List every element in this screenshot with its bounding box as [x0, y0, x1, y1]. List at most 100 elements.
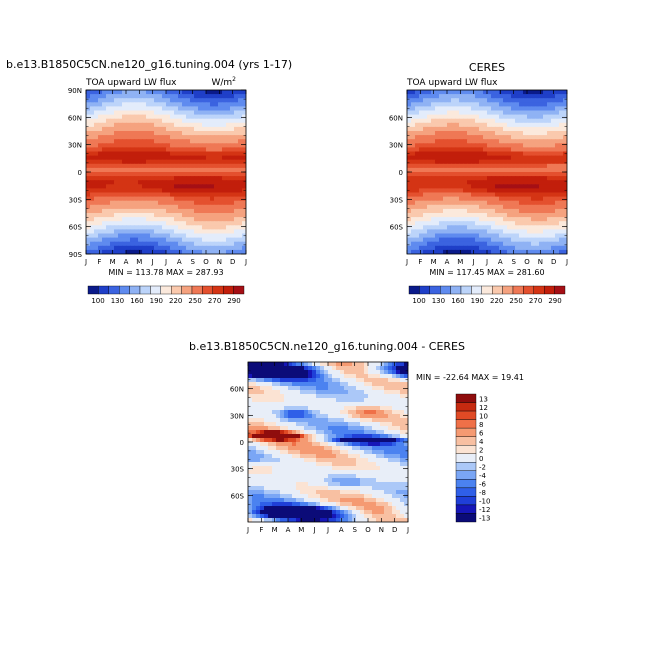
field-cell [555, 155, 560, 161]
field-cell [106, 213, 111, 218]
field-cell [435, 217, 440, 222]
field-cell [276, 454, 281, 459]
field-cell [222, 233, 227, 239]
field-cell [451, 192, 456, 198]
field-cell [242, 172, 246, 177]
field-cell [316, 362, 321, 367]
field-cell [276, 378, 281, 383]
field-cell [360, 370, 365, 375]
field-cell [230, 98, 235, 103]
field-cell [507, 204, 512, 210]
field-cell [300, 494, 305, 499]
field-cell [118, 184, 123, 189]
field-cell [503, 106, 508, 112]
field-cell [260, 390, 265, 395]
field-cell [248, 510, 253, 515]
field-cell [364, 514, 369, 519]
field-cell [90, 126, 95, 132]
colorbar-label: 130 [111, 297, 124, 305]
field-cell [292, 494, 297, 499]
field-cell [551, 192, 556, 198]
field-cell [126, 176, 131, 181]
field-cell [300, 470, 305, 475]
field-cell [110, 237, 115, 243]
field-cell [332, 394, 337, 399]
field-cell [130, 229, 135, 235]
field-cell [356, 502, 361, 507]
field-cell [288, 406, 293, 411]
field-cell [166, 237, 171, 243]
field-cell [411, 213, 416, 218]
field-cell [340, 406, 345, 411]
field-cell [531, 159, 536, 165]
field-cell [340, 422, 345, 427]
field-cell [238, 229, 243, 235]
field-cell [400, 362, 405, 367]
field-cell [190, 110, 195, 116]
field-cell [122, 204, 127, 210]
field-cell [360, 386, 365, 391]
field-cell [328, 474, 333, 479]
field-cell [312, 362, 317, 367]
field-cell [447, 196, 452, 202]
field-cell [178, 217, 183, 222]
field-cell [130, 221, 135, 226]
field-cell [336, 430, 341, 435]
field-cell [122, 249, 127, 254]
field-cell [503, 122, 508, 128]
field-cell [178, 102, 183, 107]
field-cell [332, 414, 337, 419]
field-cell [407, 213, 412, 218]
field-cell [264, 374, 269, 379]
field-cell [423, 213, 428, 218]
field-cell [415, 110, 420, 116]
field-cell [344, 462, 349, 467]
field-cell [483, 176, 488, 181]
field-cell [563, 114, 567, 120]
field-cell [308, 478, 313, 483]
field-cell [268, 474, 273, 479]
field-cell [174, 118, 179, 124]
field-cell [90, 196, 95, 202]
field-cell [90, 237, 95, 243]
field-cell [356, 418, 361, 423]
field-cell [435, 172, 440, 177]
field-cell [443, 229, 448, 235]
field-cell [146, 172, 151, 177]
field-cell [98, 233, 103, 239]
field-cell [186, 217, 191, 222]
field-cell [392, 382, 397, 387]
field-cell [483, 114, 488, 120]
field-cell [511, 176, 516, 181]
field-cell [503, 143, 508, 148]
field-cell [206, 135, 211, 140]
field-cell [411, 225, 416, 230]
field-cell [491, 225, 496, 230]
field-cell [142, 196, 147, 202]
field-cell [142, 167, 147, 173]
field-cell [198, 176, 203, 181]
field-cell [158, 159, 163, 165]
field-cell [110, 143, 115, 148]
field-cell [459, 172, 464, 177]
field-cell [388, 494, 393, 499]
field-cell [146, 229, 151, 235]
field-cell [202, 131, 207, 136]
field-cell [272, 390, 277, 395]
field-cell [427, 131, 432, 136]
field-cell [328, 394, 333, 399]
colorbar-box [150, 285, 161, 295]
field-cell [198, 110, 203, 116]
field-cell [182, 229, 187, 235]
field-cell [118, 241, 123, 247]
field-cell [487, 225, 492, 230]
field-cell [170, 204, 175, 210]
field-cell [479, 163, 484, 169]
field-cell [392, 482, 397, 487]
field-cell [256, 430, 261, 435]
field-cell [443, 114, 448, 120]
field-cell [467, 159, 472, 165]
field-cell [146, 180, 151, 185]
field-cell [559, 241, 564, 247]
field-cell [368, 458, 373, 463]
